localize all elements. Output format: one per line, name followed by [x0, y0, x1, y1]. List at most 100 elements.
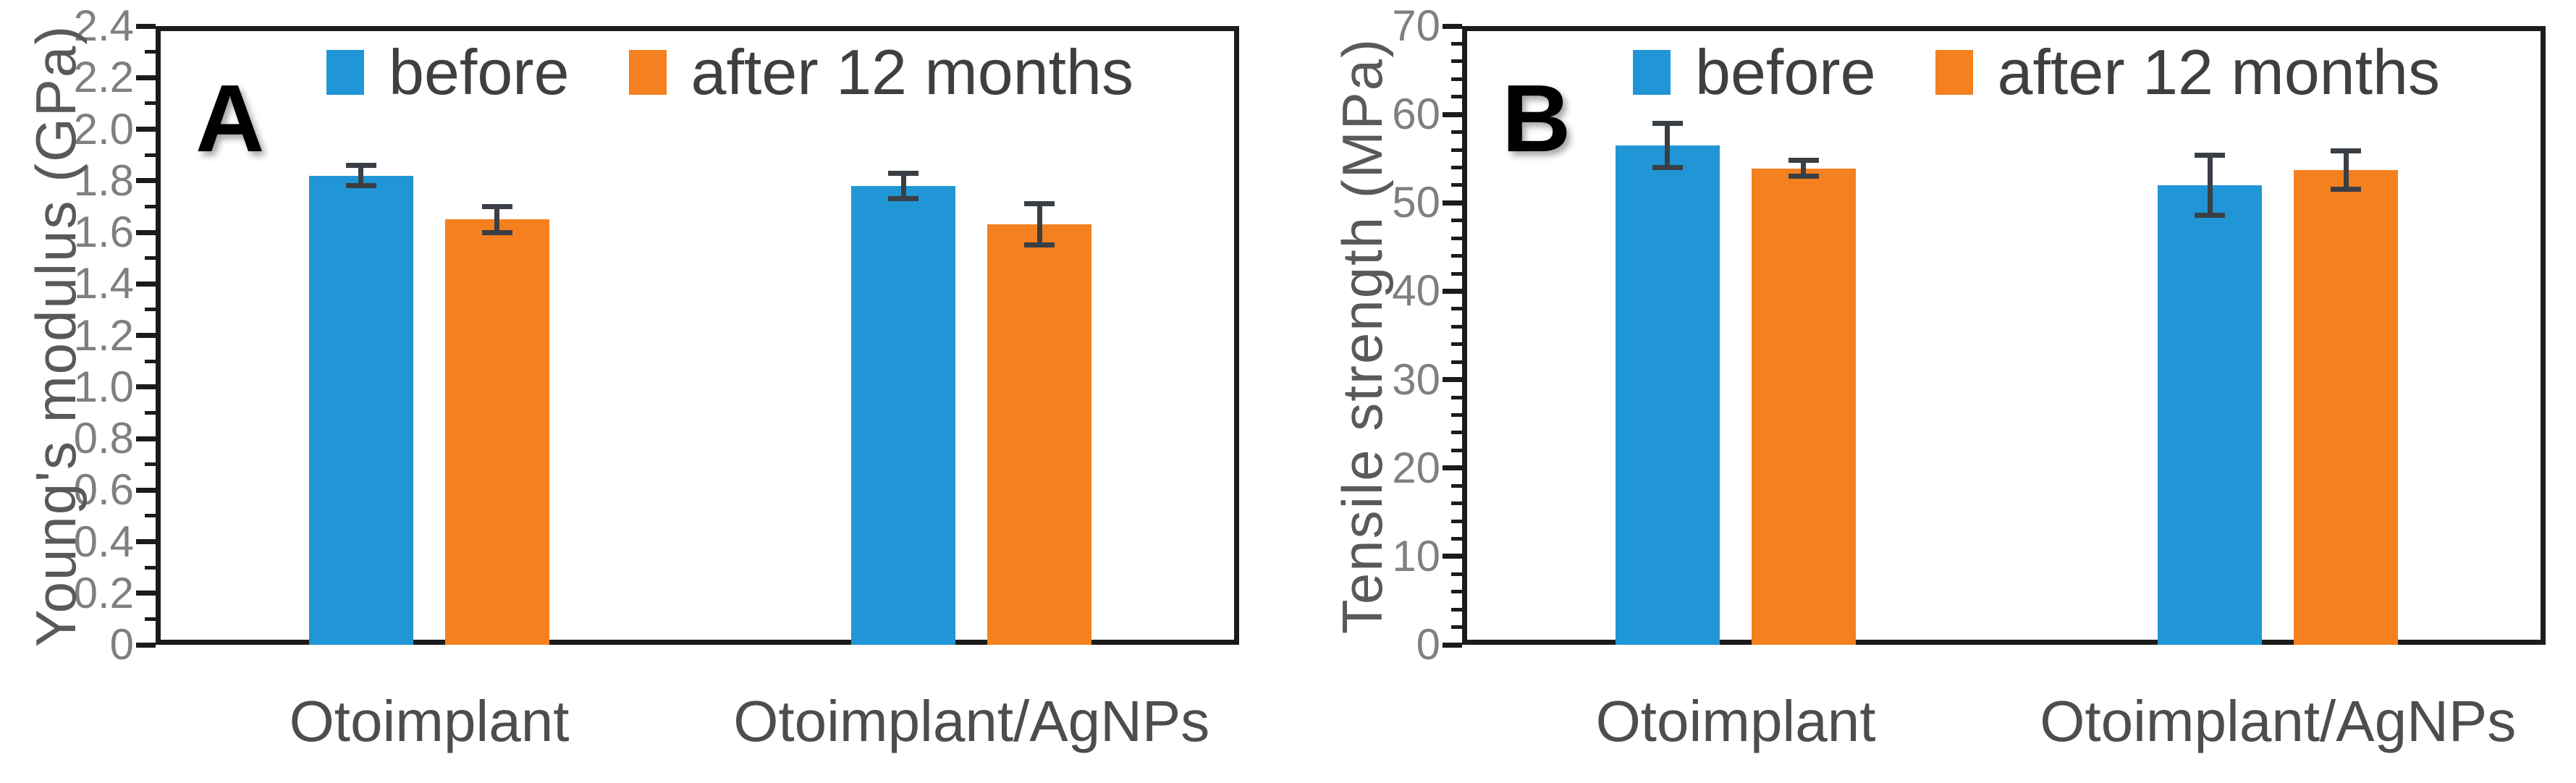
error-bar-cap-top-before-otoimplant [1652, 120, 1683, 126]
legend-item-after-12-months: after 12 months [1935, 41, 2440, 104]
error-bar-cap-bottom-before-otoimplant-agnps [2195, 212, 2226, 218]
error-bar-cap-bottom-after-12-months-otoimplant [481, 229, 512, 235]
y-minor-tick [145, 462, 156, 467]
error-bar-cap-top-after-12-months-otoimplant-agnps [1024, 201, 1055, 207]
error-bar-cap-top-before-otoimplant [345, 162, 376, 168]
y-major-tick [136, 333, 156, 338]
y-axis-label: Tensile strength (MPa) [1330, 37, 1394, 634]
y-minor-tick [1451, 590, 1462, 594]
y-major-tick [136, 384, 156, 390]
category-label-otoimplant-agnps: Otoimplant/AgNPs [733, 689, 1210, 753]
y-tick-label: 2.0 [73, 104, 134, 153]
y-minor-tick [1451, 448, 1462, 452]
legend-swatch-after-12-months-icon [1935, 50, 1973, 95]
y-tick-label: 1.8 [73, 156, 134, 205]
panel-A-plot: 0 0.2 0.4 0.6 0.8 1.0 1.2 1.4 1.6 1.8 2.0 2.2 2.4 You… [24, 4, 1239, 750]
panel-letter-A: A [195, 65, 265, 172]
y-minor-tick [145, 50, 156, 54]
bar-after-12-months-otoimplant [1751, 168, 1856, 645]
y-minor-tick [1451, 165, 1462, 169]
y-tick-label: 50 [1392, 178, 1440, 227]
bar-after-12-months-otoimplant [444, 219, 549, 645]
y-tick-label: 30 [1392, 355, 1440, 404]
plot-spine-left [1462, 26, 1467, 645]
y-major-tick [136, 436, 156, 441]
error-bar-line-before-otoimplant [1665, 123, 1671, 168]
y-minor-tick [1451, 625, 1462, 630]
y-tick-label: 2.2 [73, 53, 134, 102]
legend-label-before: before [1695, 36, 1876, 108]
y-major-tick [1443, 554, 1462, 559]
x-axis-line [1462, 640, 2546, 645]
y-tick-label: 1.2 [73, 310, 134, 360]
y-minor-tick [1451, 41, 1462, 46]
category-label-otoimplant-agnps: Otoimplant/AgNPs [2040, 689, 2517, 753]
legend: before after 12 months [326, 41, 1193, 104]
y-major-tick [1443, 288, 1462, 294]
error-bar-cap-top-before-otoimplant-agnps [888, 170, 919, 176]
y-minor-tick [1451, 59, 1462, 64]
error-bar-cap-top-before-otoimplant-agnps [2195, 152, 2226, 158]
y-axis-label: Young's modulus (GPa) [24, 24, 88, 647]
bar-after-12-months-otoimplant-agnps [987, 224, 1092, 645]
y-tick-label: 0.6 [73, 465, 134, 515]
y-minor-tick [1451, 95, 1462, 99]
error-bar-cap-bottom-before-otoimplant-agnps [888, 196, 919, 202]
y-major-tick [1443, 200, 1462, 206]
legend-item-before: before [1633, 41, 1876, 104]
y-major-tick [136, 539, 156, 544]
y-major-tick [136, 75, 156, 80]
panel-letter-B: B [1502, 65, 1571, 172]
y-tick-label: 0.2 [73, 568, 134, 617]
y-major-tick [1443, 465, 1462, 471]
y-minor-tick [145, 359, 156, 363]
y-minor-tick [145, 410, 156, 415]
plot-spine-right [2541, 26, 2546, 645]
y-minor-tick [145, 565, 156, 570]
y-minor-tick [145, 101, 156, 106]
y-minor-tick [1451, 236, 1462, 240]
y-major-tick [136, 642, 156, 648]
y-major-tick [136, 229, 156, 235]
y-tick-label: 0 [109, 620, 134, 669]
bar-before-otoimplant-agnps [851, 185, 956, 645]
legend-swatch-before-icon [1633, 50, 1671, 95]
y-minor-tick [1451, 324, 1462, 329]
error-bar-line-after-12-months-otoimplant [1801, 160, 1807, 177]
error-bar-cap-top-after-12-months-otoimplant-agnps [2331, 148, 2362, 153]
y-major-tick [136, 178, 156, 184]
error-bar-cap-bottom-before-otoimplant [1652, 164, 1683, 170]
y-tick-label: 1.4 [73, 259, 134, 308]
y-tick-label: 0.8 [73, 414, 134, 462]
bar-before-otoimplant-agnps [2158, 185, 2263, 645]
legend-item-before: before [326, 41, 570, 104]
y-minor-tick [1451, 271, 1462, 276]
plot-spine-right [1234, 26, 1239, 645]
y-minor-tick [1451, 501, 1462, 506]
plot-spine-left [156, 26, 161, 645]
y-minor-tick [1451, 412, 1462, 417]
bar-after-12-months-otoimplant-agnps [2294, 170, 2399, 645]
y-minor-tick [1451, 519, 1462, 523]
y-tick-label: 0 [1416, 620, 1440, 669]
y-minor-tick [145, 204, 156, 208]
y-minor-tick [145, 308, 156, 312]
error-bar-line-after-12-months-otoimplant-agnps [1036, 203, 1042, 245]
y-minor-tick [1451, 254, 1462, 258]
y-tick-label: 70 [1392, 1, 1440, 50]
y-minor-tick [1451, 483, 1462, 488]
plot-spine-top [156, 26, 1239, 31]
y-minor-tick [1451, 77, 1462, 81]
y-tick-label: 60 [1392, 90, 1440, 139]
x-axis-line [156, 640, 1239, 645]
error-bar-cap-top-after-12-months-otoimplant [481, 203, 512, 209]
y-minor-tick [1451, 572, 1462, 576]
error-bar-cap-top-after-12-months-otoimplant [1788, 158, 1819, 164]
y-minor-tick [145, 256, 156, 261]
error-bar-cap-bottom-after-12-months-otoimplant-agnps [1024, 242, 1055, 248]
y-minor-tick [1451, 395, 1462, 399]
error-bar-line-after-12-months-otoimplant-agnps [2343, 151, 2349, 190]
category-label-otoimplant: Otoimplant [289, 689, 570, 753]
